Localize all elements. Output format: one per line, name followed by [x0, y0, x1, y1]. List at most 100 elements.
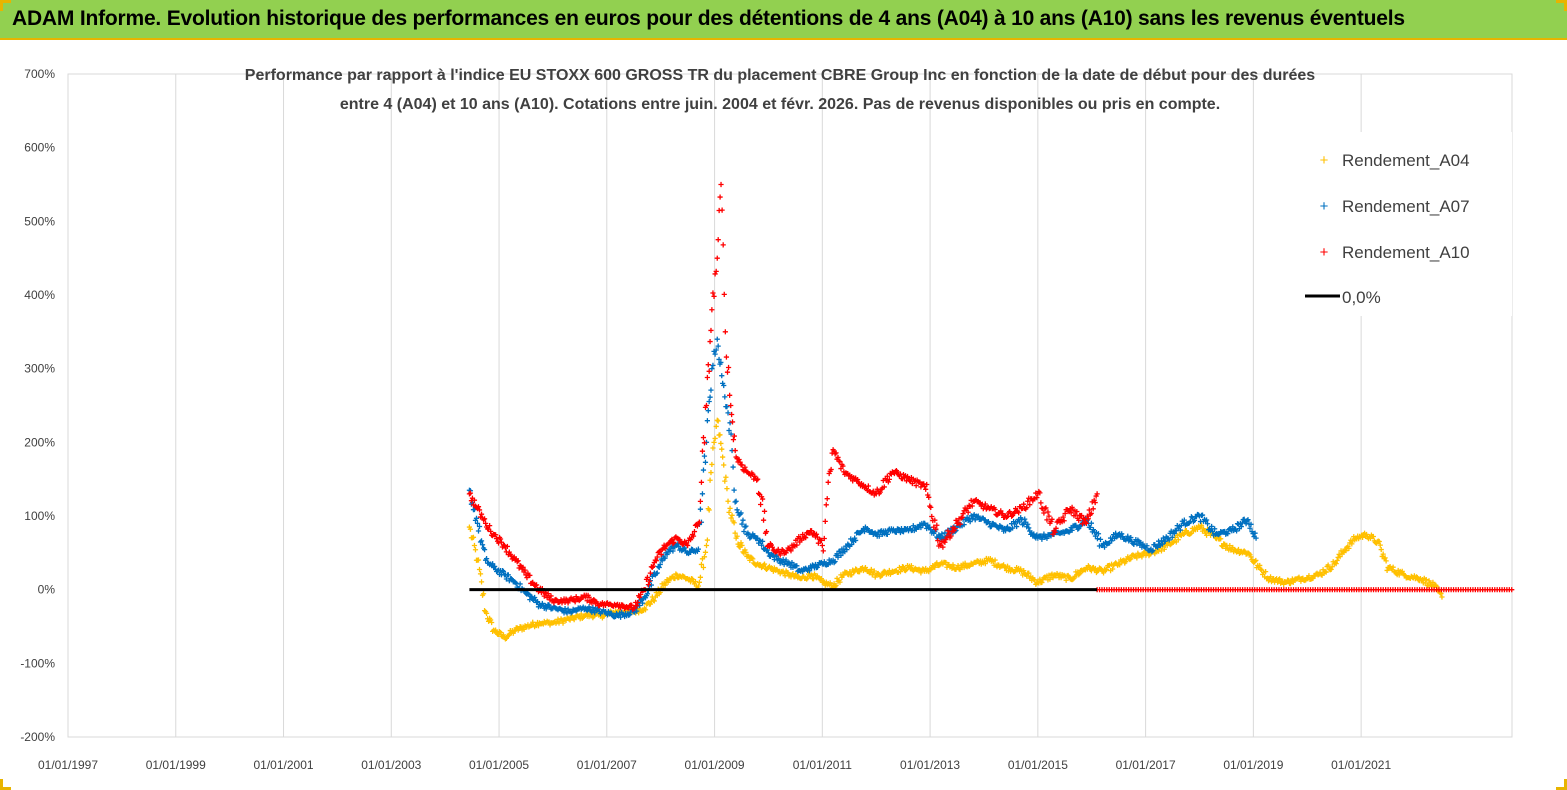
data-point [684, 541, 690, 547]
data-point [697, 498, 704, 504]
x-tick-label: 01/01/1997 [38, 758, 98, 772]
data-point [788, 548, 794, 554]
data-point [716, 356, 722, 363]
data-point [837, 459, 843, 465]
data-point [487, 523, 493, 529]
data-point [1162, 538, 1168, 544]
data-point [701, 554, 708, 560]
data-point [1069, 504, 1075, 510]
x-tick-label: 01/01/2015 [1008, 758, 1068, 772]
legend-label-zero: 0,0% [1342, 288, 1381, 307]
data-point [969, 503, 975, 509]
data-point [736, 456, 742, 463]
data-point [508, 576, 514, 582]
data-point [592, 610, 598, 616]
data-point [742, 464, 748, 470]
data-point [1218, 536, 1224, 542]
data-point [709, 461, 715, 468]
data-point [821, 559, 827, 565]
data-point [714, 417, 720, 423]
data-point [1024, 573, 1030, 579]
data-point [918, 570, 924, 576]
data-point [476, 507, 483, 513]
data-point [1161, 546, 1167, 552]
data-point [517, 562, 523, 569]
data-point [819, 542, 825, 549]
data-point [1053, 525, 1059, 531]
data-point [1046, 513, 1052, 519]
data-point [719, 207, 725, 213]
data-point [1204, 521, 1211, 527]
data-point [840, 572, 846, 578]
data-point [1509, 587, 1515, 593]
data-point [1298, 578, 1304, 584]
data-point [710, 290, 716, 296]
data-point [662, 546, 668, 552]
data-point [725, 410, 731, 416]
data-point [1021, 501, 1027, 507]
data-point [662, 555, 668, 561]
data-point [642, 607, 649, 613]
data-point [704, 537, 710, 543]
data-point [969, 515, 975, 522]
data-point [1329, 564, 1335, 570]
data-point [481, 547, 488, 553]
data-point [638, 591, 644, 597]
data-point [694, 523, 701, 529]
data-point [713, 268, 719, 274]
data-point [839, 546, 845, 552]
data-point [879, 572, 885, 578]
data-point [701, 453, 708, 459]
data-point [903, 527, 910, 533]
data-point [818, 576, 824, 582]
data-point [710, 362, 716, 369]
data-point [1037, 490, 1043, 496]
corner-marker-bottom-right [1556, 779, 1567, 790]
data-point [694, 548, 701, 554]
data-point [1088, 520, 1094, 526]
data-point [837, 579, 843, 585]
x-tick-label: 01/01/2019 [1223, 758, 1283, 772]
data-point [758, 501, 764, 508]
data-point [1109, 538, 1115, 544]
data-point [682, 545, 688, 551]
data-point [884, 473, 890, 479]
data-point [1060, 514, 1066, 520]
data-point [785, 570, 791, 576]
data-point [704, 418, 710, 424]
data-point [479, 542, 486, 548]
data-point [783, 557, 789, 563]
data-point [688, 575, 695, 582]
data-point [894, 469, 901, 475]
data-point [908, 563, 914, 569]
data-point [1018, 566, 1024, 572]
data-point [1128, 534, 1134, 541]
data-point [1155, 544, 1161, 550]
data-point [790, 571, 796, 577]
data-point [715, 237, 721, 243]
data-point [1062, 510, 1068, 517]
data-point [697, 574, 704, 580]
data-point [1248, 521, 1254, 527]
data-point [1177, 527, 1183, 533]
data-point [835, 554, 841, 560]
data-point [1090, 506, 1096, 512]
data-point [492, 563, 498, 569]
data-point [1012, 568, 1018, 575]
data-point [712, 435, 718, 442]
data-point [1022, 516, 1028, 522]
data-point [653, 558, 659, 564]
data-point [756, 490, 762, 497]
x-tick-label: 01/01/2001 [253, 758, 313, 772]
data-point [651, 598, 657, 604]
data-point [534, 599, 541, 605]
data-point [729, 411, 735, 418]
data-point [840, 463, 846, 469]
data-point [939, 531, 945, 537]
data-point [918, 484, 924, 490]
series-rendement-a10 [466, 181, 1100, 613]
data-point [835, 454, 841, 461]
data-point [730, 437, 737, 443]
data-point [754, 477, 760, 483]
data-point [731, 487, 737, 493]
